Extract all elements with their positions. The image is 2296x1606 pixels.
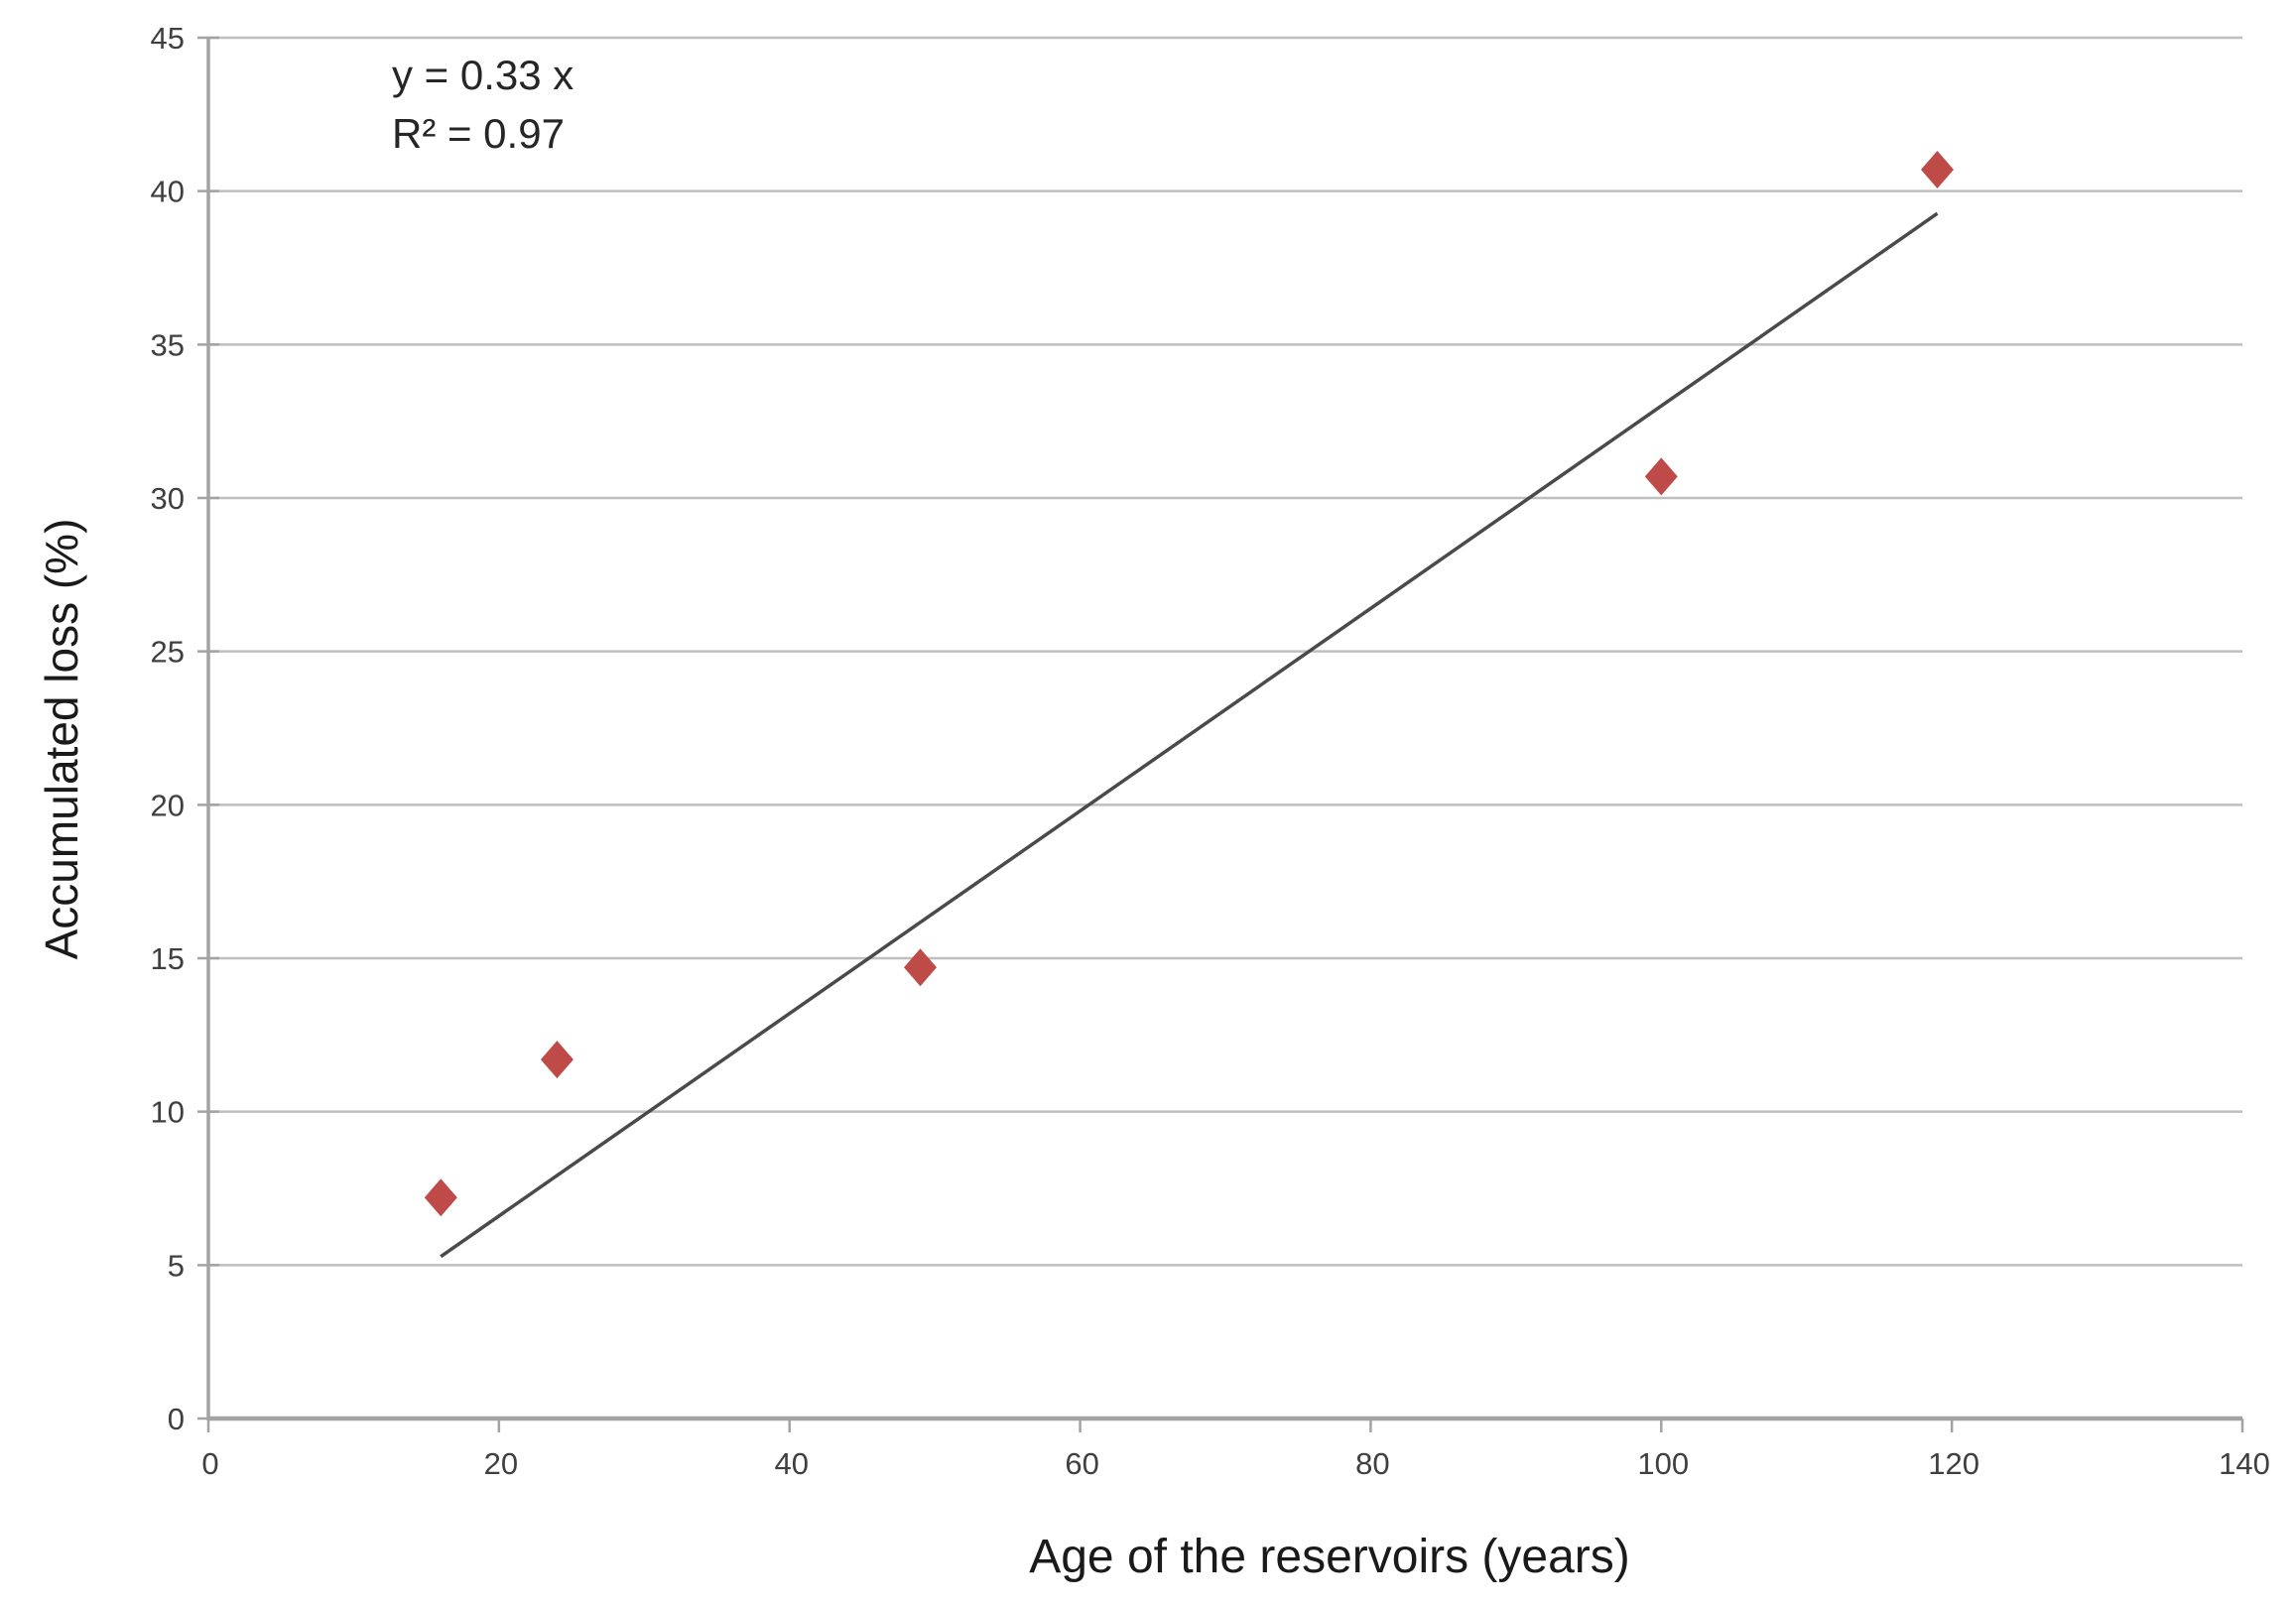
data-point [424, 1178, 457, 1217]
x-tick-label: 80 [1355, 1446, 1389, 1481]
trendline-equation: y = 0.33 x [392, 52, 574, 98]
x-tick-label: 20 [484, 1446, 518, 1481]
data-point [540, 1041, 574, 1079]
trendline-annotation: y = 0.33 x R² = 0.97 [392, 46, 574, 163]
data-point [904, 948, 937, 987]
y-tick-label: 25 [151, 635, 185, 670]
x-tick-label: 140 [2219, 1446, 2270, 1481]
y-tick-label: 20 [151, 788, 185, 822]
data-point [1921, 151, 1954, 189]
data-point [1644, 457, 1678, 496]
trendline-r-squared: R² = 0.97 [392, 110, 565, 157]
x-tick-label: 120 [1928, 1446, 1979, 1481]
y-tick-label: 0 [168, 1402, 185, 1436]
y-tick-label: 5 [168, 1248, 185, 1283]
y-tick-label: 45 [151, 21, 185, 56]
y-tick-label: 15 [151, 941, 185, 976]
y-tick-label: 10 [151, 1095, 185, 1130]
x-tick-label: 100 [1637, 1446, 1689, 1481]
y-axis-title: Accumulated loss (%) [36, 518, 87, 960]
y-tick-label: 35 [151, 327, 185, 362]
x-tick-label: 0 [201, 1446, 218, 1481]
y-tick-label: 30 [151, 481, 185, 516]
y-tick-label: 40 [151, 175, 185, 209]
x-axis-title: Age of the reservoirs (years) [1029, 1531, 1630, 1583]
x-tick-label: 40 [774, 1446, 808, 1481]
trendline [440, 211, 1939, 1259]
x-tick-label: 60 [1065, 1446, 1098, 1481]
